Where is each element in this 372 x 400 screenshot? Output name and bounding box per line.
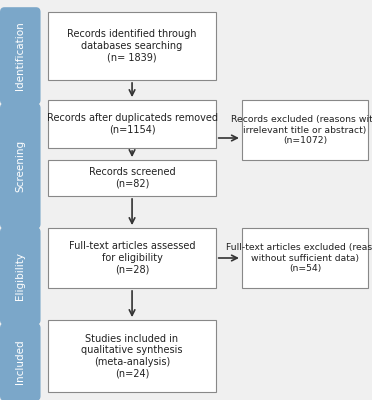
Bar — [48, 100, 216, 148]
Bar — [242, 100, 368, 160]
Bar — [48, 228, 216, 288]
Text: Records after duplicateds removed
(n=1154): Records after duplicateds removed (n=115… — [46, 113, 218, 135]
Text: Records excluded (reasons with
irrelevant title or abstract)
(n=1072): Records excluded (reasons with irrelevan… — [231, 115, 372, 145]
FancyBboxPatch shape — [0, 227, 41, 325]
Bar — [48, 320, 216, 392]
Text: Included: Included — [15, 340, 25, 384]
Bar — [48, 12, 216, 80]
Text: Records screened
(n=82): Records screened (n=82) — [89, 167, 175, 189]
Text: Records identified through
databases searching
(n= 1839): Records identified through databases sea… — [67, 29, 197, 63]
Text: Identification: Identification — [15, 22, 25, 90]
FancyBboxPatch shape — [0, 7, 41, 105]
FancyBboxPatch shape — [0, 323, 41, 400]
Text: Full-text articles excluded (reason
without sufficient data)
(n=54): Full-text articles excluded (reason with… — [226, 243, 372, 273]
Bar — [242, 228, 368, 288]
Text: Studies included in
qualitative synthesis
(meta-analysis)
(n=24): Studies included in qualitative synthesi… — [81, 334, 183, 378]
Text: Eligibility: Eligibility — [15, 252, 25, 300]
FancyBboxPatch shape — [0, 103, 41, 229]
Text: Full-text articles assessed
for eligibility
(n=28): Full-text articles assessed for eligibil… — [69, 241, 195, 274]
Text: Screening: Screening — [15, 140, 25, 192]
Bar — [48, 160, 216, 196]
